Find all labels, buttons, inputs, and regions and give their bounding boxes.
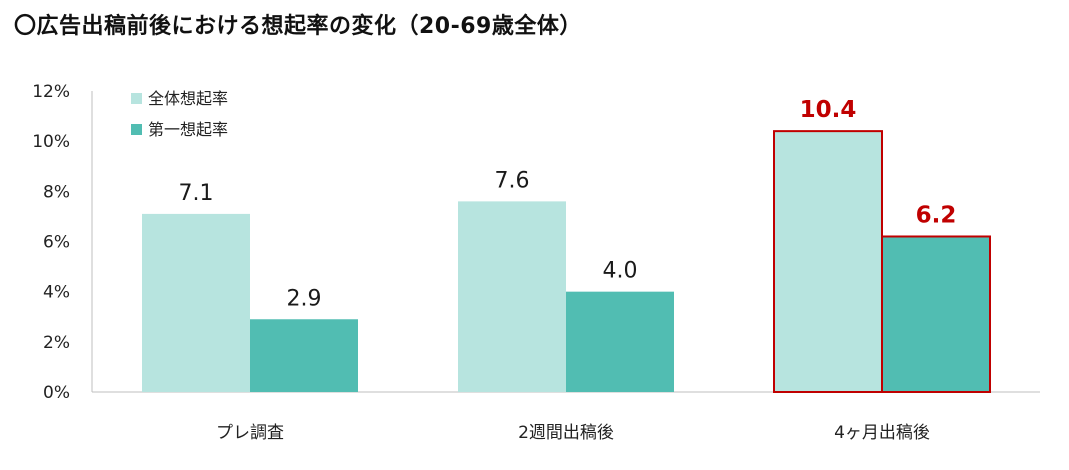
data-label: 7.1 [179, 181, 214, 206]
data-label: 10.4 [800, 97, 857, 123]
data-labels: 7.1 2.9 7.6 4.0 10.4 6.2 [179, 97, 957, 311]
y-tick-label: 12% [32, 82, 70, 102]
y-tick-label: 2% [43, 333, 70, 353]
category-label: 2週間出稿後 [518, 423, 614, 443]
y-tick-label: 8% [43, 182, 70, 202]
category-label: 4ヶ月出稿後 [834, 423, 930, 443]
y-tick-label: 0% [43, 383, 70, 403]
legend-swatch [131, 93, 142, 104]
bars [142, 130, 991, 393]
bar-overall-1 [458, 201, 566, 392]
y-tick-label: 10% [32, 132, 70, 152]
data-label: 2.9 [287, 286, 322, 311]
legend-swatch [131, 124, 142, 135]
y-tick-label: 6% [43, 233, 70, 253]
bar-first-1 [566, 291, 674, 392]
data-label: 6.2 [916, 202, 957, 228]
legend-label: 第一想起率 [148, 120, 228, 139]
category-labels: プレ調査 2週間出稿後 4ヶ月出稿後 [216, 423, 930, 443]
legend-label: 全体想起率 [148, 89, 228, 108]
data-label: 4.0 [603, 259, 638, 284]
chart-title: 〇広告出稿前後における想起率の変化（20-69歳全体） [14, 14, 582, 39]
bar-overall-2 [773, 130, 883, 393]
data-label: 7.6 [495, 168, 530, 193]
category-label: プレ調査 [216, 423, 284, 443]
bar-first-2 [881, 235, 991, 393]
bar-first-0 [250, 319, 358, 392]
y-tick-label: 4% [43, 283, 70, 303]
bar-overall-0 [142, 213, 250, 392]
